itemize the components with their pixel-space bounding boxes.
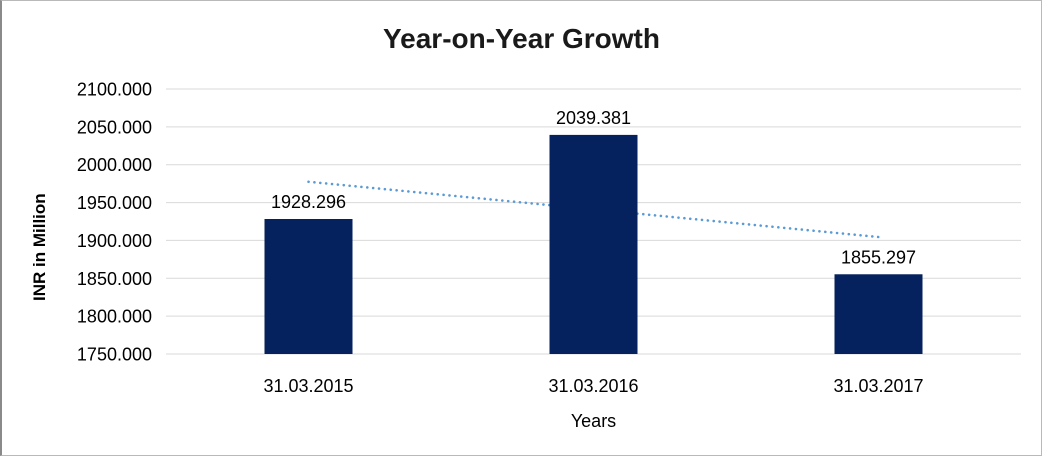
data-label: 1855.297: [841, 247, 916, 267]
data-label: 2039.381: [556, 108, 631, 128]
y-tick-label: 1800.000: [77, 307, 152, 327]
data-label: 1928.296: [271, 192, 346, 212]
x-tick-label: 31.03.2015: [263, 376, 353, 396]
x-axis-title: Years: [570, 411, 617, 431]
y-tick-label: 2000.000: [77, 155, 152, 175]
bar: [834, 274, 923, 354]
bar: [549, 134, 638, 354]
chart-title: Year-on-Year Growth: [383, 23, 660, 54]
x-tick-label: 31.03.2016: [548, 376, 638, 396]
x-tick-label: 31.03.2017: [833, 376, 923, 396]
y-tick-label: 2100.000: [77, 80, 152, 100]
y-tick-label: 1900.000: [77, 231, 152, 251]
y-tick-label: 1850.000: [77, 269, 152, 289]
y-tick-label: 1750.000: [77, 345, 152, 365]
y-tick-label: 1950.000: [77, 193, 152, 213]
bar: [264, 219, 353, 354]
trendline: [307, 180, 880, 239]
y-tick-label: 2050.000: [77, 117, 152, 137]
